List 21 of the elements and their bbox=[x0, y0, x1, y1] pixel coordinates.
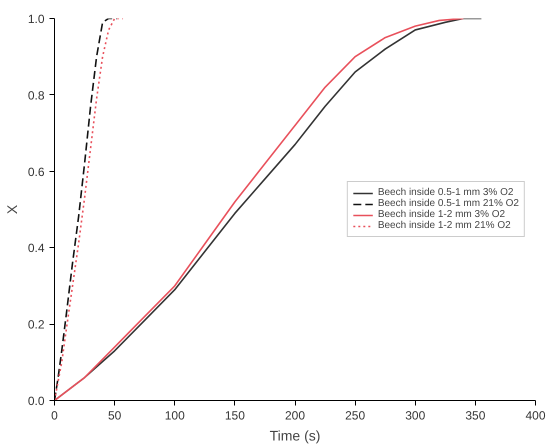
x-tick-label: 0 bbox=[51, 408, 58, 422]
y-tick-label: 0.2 bbox=[28, 318, 45, 332]
x-tick-label: 150 bbox=[224, 408, 246, 422]
x-tick-label: 100 bbox=[164, 408, 186, 422]
x-tick-label: 50 bbox=[108, 408, 122, 422]
x-tick-label: 400 bbox=[525, 408, 546, 422]
x-tick-label: 200 bbox=[284, 408, 306, 422]
y-tick-label: 0.8 bbox=[28, 88, 45, 102]
legend-label: Beech inside 1-2 mm 3% O2 bbox=[378, 209, 506, 220]
legend-label: Beech inside 0.5-1 mm 21% O2 bbox=[378, 198, 519, 209]
y-tick-label: 1.0 bbox=[28, 12, 45, 26]
x-tick-label: 350 bbox=[465, 408, 486, 422]
x-tick-label: 250 bbox=[345, 408, 366, 422]
x-tick-label: 300 bbox=[405, 408, 426, 422]
x-axis-title: Time (s) bbox=[270, 428, 320, 444]
legend-label: Beech inside 1-2 mm 21% O2 bbox=[378, 220, 511, 231]
y-tick-label: 0.4 bbox=[28, 241, 45, 256]
legend-label: Beech inside 0.5-1 mm 3% O2 bbox=[378, 187, 514, 198]
y-tick-label: 0.6 bbox=[28, 164, 45, 179]
y-tick-label: 0.0 bbox=[28, 394, 45, 408]
y-axis-title: X bbox=[4, 204, 20, 214]
